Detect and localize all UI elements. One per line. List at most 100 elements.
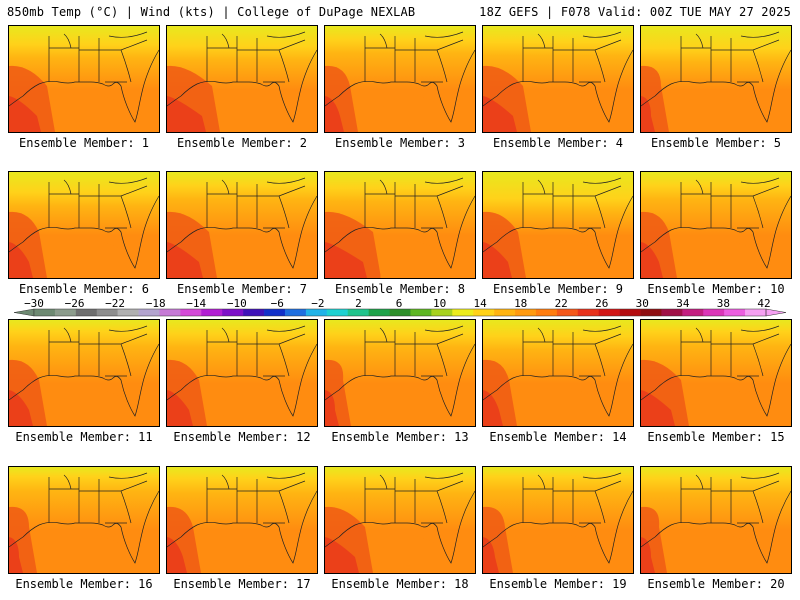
colorbar-tick-label: −14 (186, 297, 206, 310)
colorbar-swatch (138, 309, 160, 316)
temperature-map (8, 25, 160, 133)
ensemble-member-panel: Ensemble Member: 10 (640, 171, 792, 296)
temperature-map (166, 171, 318, 279)
ensemble-member-panel: Ensemble Member: 19 (482, 466, 634, 591)
ensemble-member-label: Ensemble Member: 8 (334, 282, 466, 296)
colorbar-tick-label: −30 (24, 297, 44, 310)
colorbar-tick-label: 10 (433, 297, 446, 310)
colorbar-swatch (117, 309, 139, 316)
colorbar-tick-label: 22 (555, 297, 568, 310)
chart-title: 850mb Temp (°C) | Wind (kts) | College o… (7, 5, 416, 19)
temperature-map (324, 466, 476, 574)
ensemble-member-label: Ensemble Member: 7 (176, 282, 308, 296)
colorbar-swatch (556, 309, 579, 316)
colorbar-outline (33, 308, 767, 317)
ensemble-member-panel: Ensemble Member: 1 (8, 25, 160, 150)
colorbar-tick-label: −2 (311, 297, 324, 310)
colorbar-tick-label: 42 (757, 297, 770, 310)
ensemble-member-panel: Ensemble Member: 12 (166, 319, 318, 444)
colorbar-tick-label: −22 (105, 297, 125, 310)
colorbar-swatch (724, 309, 746, 316)
ensemble-member-panel: Ensemble Member: 18 (324, 466, 476, 591)
ensemble-member-panel: Ensemble Member: 16 (8, 466, 160, 591)
temperature-map (482, 25, 634, 133)
colorbar-swatch (75, 309, 98, 316)
colorbar-swatch (159, 309, 181, 316)
colorbar-swatch (284, 309, 307, 316)
ensemble-member-label: Ensemble Member: 20 (647, 577, 785, 591)
temperature-map (8, 319, 160, 427)
colorbar-swatch (535, 309, 558, 316)
ensemble-member-panel: Ensemble Member: 6 (8, 171, 160, 296)
ensemble-member-panel: Ensemble Member: 8 (324, 171, 476, 296)
ensemble-member-panel: Ensemble Member: 14 (482, 319, 634, 444)
colorbar-swatch (703, 309, 725, 316)
colorbar-swatch (661, 309, 683, 316)
ensemble-member-label: Ensemble Member: 16 (15, 577, 153, 591)
colorbar-right-arrow (765, 308, 787, 317)
ensemble-member-label: Ensemble Member: 15 (647, 430, 785, 444)
ensemble-member-label: Ensemble Member: 12 (173, 430, 311, 444)
colorbar-swatch (515, 309, 537, 316)
ensemble-member-panel: Ensemble Member: 17 (166, 466, 318, 591)
colorbar-tick-label: 18 (514, 297, 527, 310)
ensemble-member-label: Ensemble Member: 6 (18, 282, 150, 296)
ensemble-member-panel: Ensemble Member: 4 (482, 25, 634, 150)
temperature-map (482, 319, 634, 427)
temperature-map (166, 25, 318, 133)
colorbar-swatch (745, 309, 767, 316)
temperature-map (324, 171, 476, 279)
colorbar-swatch (473, 309, 495, 316)
colorbar-tick-label: −6 (271, 297, 284, 310)
ensemble-member-label: Ensemble Member: 1 (18, 136, 150, 150)
colorbar-swatch (494, 309, 516, 316)
ensemble-member-label: Ensemble Member: 4 (492, 136, 624, 150)
colorbar-swatch (34, 309, 56, 316)
colorbar-swatch (452, 309, 474, 316)
colorbar-swatch (347, 309, 369, 316)
temperature-map (324, 319, 476, 427)
colorbar-swatch (389, 309, 411, 316)
ensemble-member-panel: Ensemble Member: 11 (8, 319, 160, 444)
ensemble-member-label: Ensemble Member: 10 (647, 282, 785, 296)
temperature-map (640, 466, 792, 574)
ensemble-member-label: Ensemble Member: 13 (331, 430, 469, 444)
temperature-map (482, 466, 634, 574)
colorbar-swatch (640, 309, 662, 316)
temperature-colorbar: −30 −26 −22 −18 −14 −10 −6 −2 2 6 10 14 18 22 26 30 34 38… (0, 296, 800, 320)
ensemble-member-label: Ensemble Member: 17 (173, 577, 311, 591)
colorbar-swatch (368, 309, 390, 316)
colorbar-tick-label: −10 (227, 297, 247, 310)
ensemble-member-label: Ensemble Member: 3 (334, 136, 466, 150)
colorbar-swatch (410, 309, 432, 316)
colorbar-tick-label: 26 (595, 297, 608, 310)
colorbar-swatch (96, 309, 118, 316)
ensemble-member-panel: Ensemble Member: 3 (324, 25, 476, 150)
colorbar-tick-label: 34 (676, 297, 690, 310)
ensemble-member-panel: Ensemble Member: 15 (640, 319, 792, 444)
temperature-map (8, 466, 160, 574)
colorbar-tick-label: 2 (355, 297, 362, 310)
colorbar-tick-label: 14 (473, 297, 487, 310)
temperature-map (166, 466, 318, 574)
temperature-map (324, 25, 476, 133)
colorbar-swatch (222, 309, 244, 316)
colorbar-tick-label: −18 (146, 297, 166, 310)
ensemble-member-panel: Ensemble Member: 5 (640, 25, 792, 150)
colorbar-tick-label: 38 (717, 297, 730, 310)
temperature-map (640, 171, 792, 279)
colorbar-swatch (619, 309, 641, 316)
ensemble-member-panel: Ensemble Member: 2 (166, 25, 318, 150)
colorbar-swatch (180, 309, 202, 316)
colorbar-graphic: −30 −26 −22 −18 −14 −10 −6 −2 2 6 10 14 18 22 26 30 34 38… (13, 297, 787, 317)
temperature-map (166, 319, 318, 427)
colorbar-tick-label: 6 (396, 297, 403, 310)
colorbar-swatch (54, 309, 77, 316)
ensemble-member-label: Ensemble Member: 19 (489, 577, 627, 591)
ensemble-member-label: Ensemble Member: 18 (331, 577, 469, 591)
ensemble-member-label: Ensemble Member: 5 (650, 136, 782, 150)
ensemble-member-label: Ensemble Member: 9 (492, 282, 624, 296)
colorbar-swatch (431, 309, 453, 316)
valid-time-label: 18Z GEFS | F078 Valid: 00Z TUE MAY 27 20… (479, 5, 791, 19)
